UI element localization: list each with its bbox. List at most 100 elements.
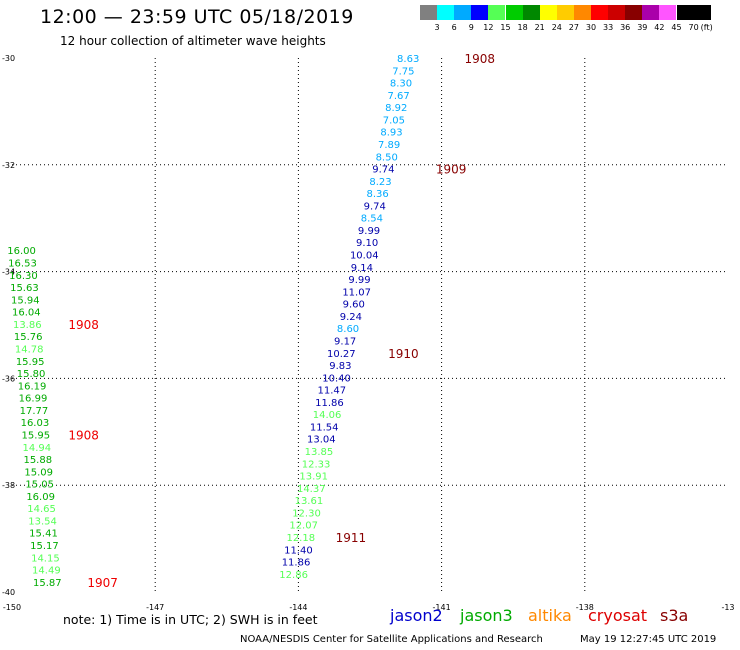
legend-label: 12 — [483, 23, 494, 32]
wave-height-value: 15.05 — [25, 480, 54, 491]
satellite-altika: altika — [528, 606, 572, 625]
legend-label: 6 — [451, 23, 457, 32]
wave-height-value: 14.49 — [32, 566, 61, 577]
wave-height-value: 10.40 — [322, 373, 351, 384]
wave-height-value: 7.75 — [392, 66, 414, 77]
pass-time-label: 1908 — [465, 52, 496, 66]
pass-time-label: 1910 — [388, 347, 419, 361]
legend-swatch — [420, 5, 438, 20]
legend-label: 30 — [585, 23, 597, 32]
satellite-jason3: jason3 — [460, 606, 513, 625]
wave-height-value: 9.74 — [372, 165, 394, 176]
wave-height-value: 8.92 — [385, 103, 407, 114]
wave-height-value: 15.95 — [16, 357, 45, 368]
wave-height-value: 9.24 — [340, 312, 362, 323]
wave-height-value: 16.30 — [9, 271, 38, 282]
legend-label: 39 — [637, 23, 648, 32]
wave-height-value: 11.86 — [282, 558, 311, 569]
satellite-cryosat: cryosat — [588, 606, 648, 625]
wave-height-value: 15.41 — [29, 529, 58, 540]
wave-height-value: 12.18 — [286, 533, 315, 544]
wave-height-value: 8.30 — [390, 79, 412, 90]
wave-height-value: 10.04 — [350, 251, 379, 262]
lon-tick-label: -147 — [146, 603, 164, 612]
legend-label: 9 — [468, 23, 474, 32]
legend-swatch — [608, 5, 626, 20]
pass-time-label: 1907 — [87, 576, 118, 590]
pass-time-label: 1911 — [336, 531, 367, 545]
legend-swatch — [625, 5, 643, 20]
lon-tick-label: -13 — [721, 603, 734, 612]
wave-height-value: 14.06 — [313, 410, 342, 421]
legend-swatch — [539, 5, 557, 20]
lon-tick-label: -138 — [576, 603, 594, 612]
satellite-s3a: s3a — [660, 606, 689, 625]
wave-height-value: 7.05 — [383, 115, 405, 126]
legend-label: 42 — [654, 23, 665, 32]
wave-height-value: 15.87 — [33, 578, 62, 589]
wave-height-value: 14.15 — [31, 553, 60, 564]
wave-height-value: 8.54 — [361, 214, 383, 225]
legend-label: 45 — [671, 23, 682, 32]
lon-tick-label: -141 — [433, 603, 451, 612]
wave-height-value: 14.65 — [27, 504, 56, 515]
wave-height-value: 15.88 — [23, 455, 52, 466]
legend-swatch — [642, 5, 660, 20]
lat-tick-label: -38 — [2, 481, 15, 490]
wave-height-value: 9.99 — [358, 226, 380, 237]
lat-tick-label: -32 — [2, 161, 15, 170]
wave-height-value: 16.99 — [19, 394, 48, 405]
wave-height-value: 15.80 — [17, 369, 46, 380]
wave-height-value: 16.19 — [18, 381, 47, 392]
page-subtitle: 12 hour collection of altimeter wave hei… — [60, 34, 326, 48]
pass-time-label: 1908 — [68, 428, 99, 442]
legend-swatch — [454, 5, 472, 20]
wave-height-value: 12.30 — [292, 508, 321, 519]
wave-height-value: 9.17 — [334, 336, 356, 347]
wave-height-value: 11.47 — [317, 386, 346, 397]
page-title: 12:00 — 23:59 UTC 05/18/2019 — [40, 6, 354, 28]
footer-organization: NOAA/NESDIS Center for Satellite Applica… — [240, 634, 543, 645]
wave-height-value: 13.61 — [295, 496, 324, 507]
legend-swatch — [522, 5, 540, 20]
wave-height-value: 15.17 — [30, 541, 59, 552]
wave-height-value: 13.91 — [299, 472, 328, 483]
wave-height-value: 7.67 — [388, 91, 410, 102]
wave-height-value: 9.83 — [329, 361, 351, 372]
wave-height-value: 15.95 — [22, 430, 51, 441]
legend-label: 24 — [551, 23, 562, 32]
legend-label: 27 — [568, 23, 579, 32]
wave-height-value: 15.63 — [10, 283, 39, 294]
lat-tick-label: -40 — [2, 588, 15, 597]
legend-swatch — [505, 5, 523, 20]
wave-height-value: 8.60 — [337, 324, 359, 335]
pass-time-label: 1908 — [68, 318, 99, 332]
legend-label: 21 — [534, 23, 545, 32]
legend-unit: (ft) — [700, 23, 713, 32]
wave-height-value: 8.36 — [367, 189, 389, 200]
lat-tick-label: -36 — [2, 374, 15, 383]
wave-height-value: 16.04 — [12, 308, 41, 319]
wave-height-value: 15.76 — [14, 332, 43, 343]
wave-height-value: 8.93 — [380, 128, 402, 139]
wave-height-value: 9.60 — [343, 300, 365, 311]
lat-tick-label: -34 — [2, 268, 15, 277]
wave-height-value: 16.00 — [7, 246, 36, 257]
legend-label: 15 — [500, 23, 511, 32]
wave-height-value: 13.04 — [307, 435, 336, 446]
legend-swatch — [556, 5, 574, 20]
legend-swatch — [488, 5, 506, 20]
wave-height-value: 13.54 — [28, 516, 57, 527]
legend-label: 70 — [688, 23, 699, 32]
wave-height-value: 7.89 — [378, 140, 400, 151]
wave-height-value: 16.03 — [21, 418, 50, 429]
wave-height-value: 14.78 — [15, 344, 44, 355]
legend-label: 36 — [620, 23, 631, 32]
lon-tick-label: -150 — [3, 603, 21, 612]
footnote: note: 1) Time is in UTC; 2) SWH is in fe… — [63, 612, 318, 627]
wave-height-value: 11.54 — [310, 422, 339, 433]
legend-label: 3 — [434, 23, 440, 32]
wave-height-value: 12.33 — [302, 459, 331, 470]
lat-tick-label: -30 — [2, 54, 15, 63]
